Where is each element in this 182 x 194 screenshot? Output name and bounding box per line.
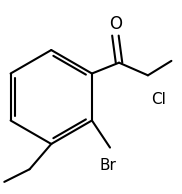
Text: O: O bbox=[109, 15, 122, 33]
Text: Cl: Cl bbox=[152, 92, 166, 107]
Text: Br: Br bbox=[100, 158, 117, 173]
